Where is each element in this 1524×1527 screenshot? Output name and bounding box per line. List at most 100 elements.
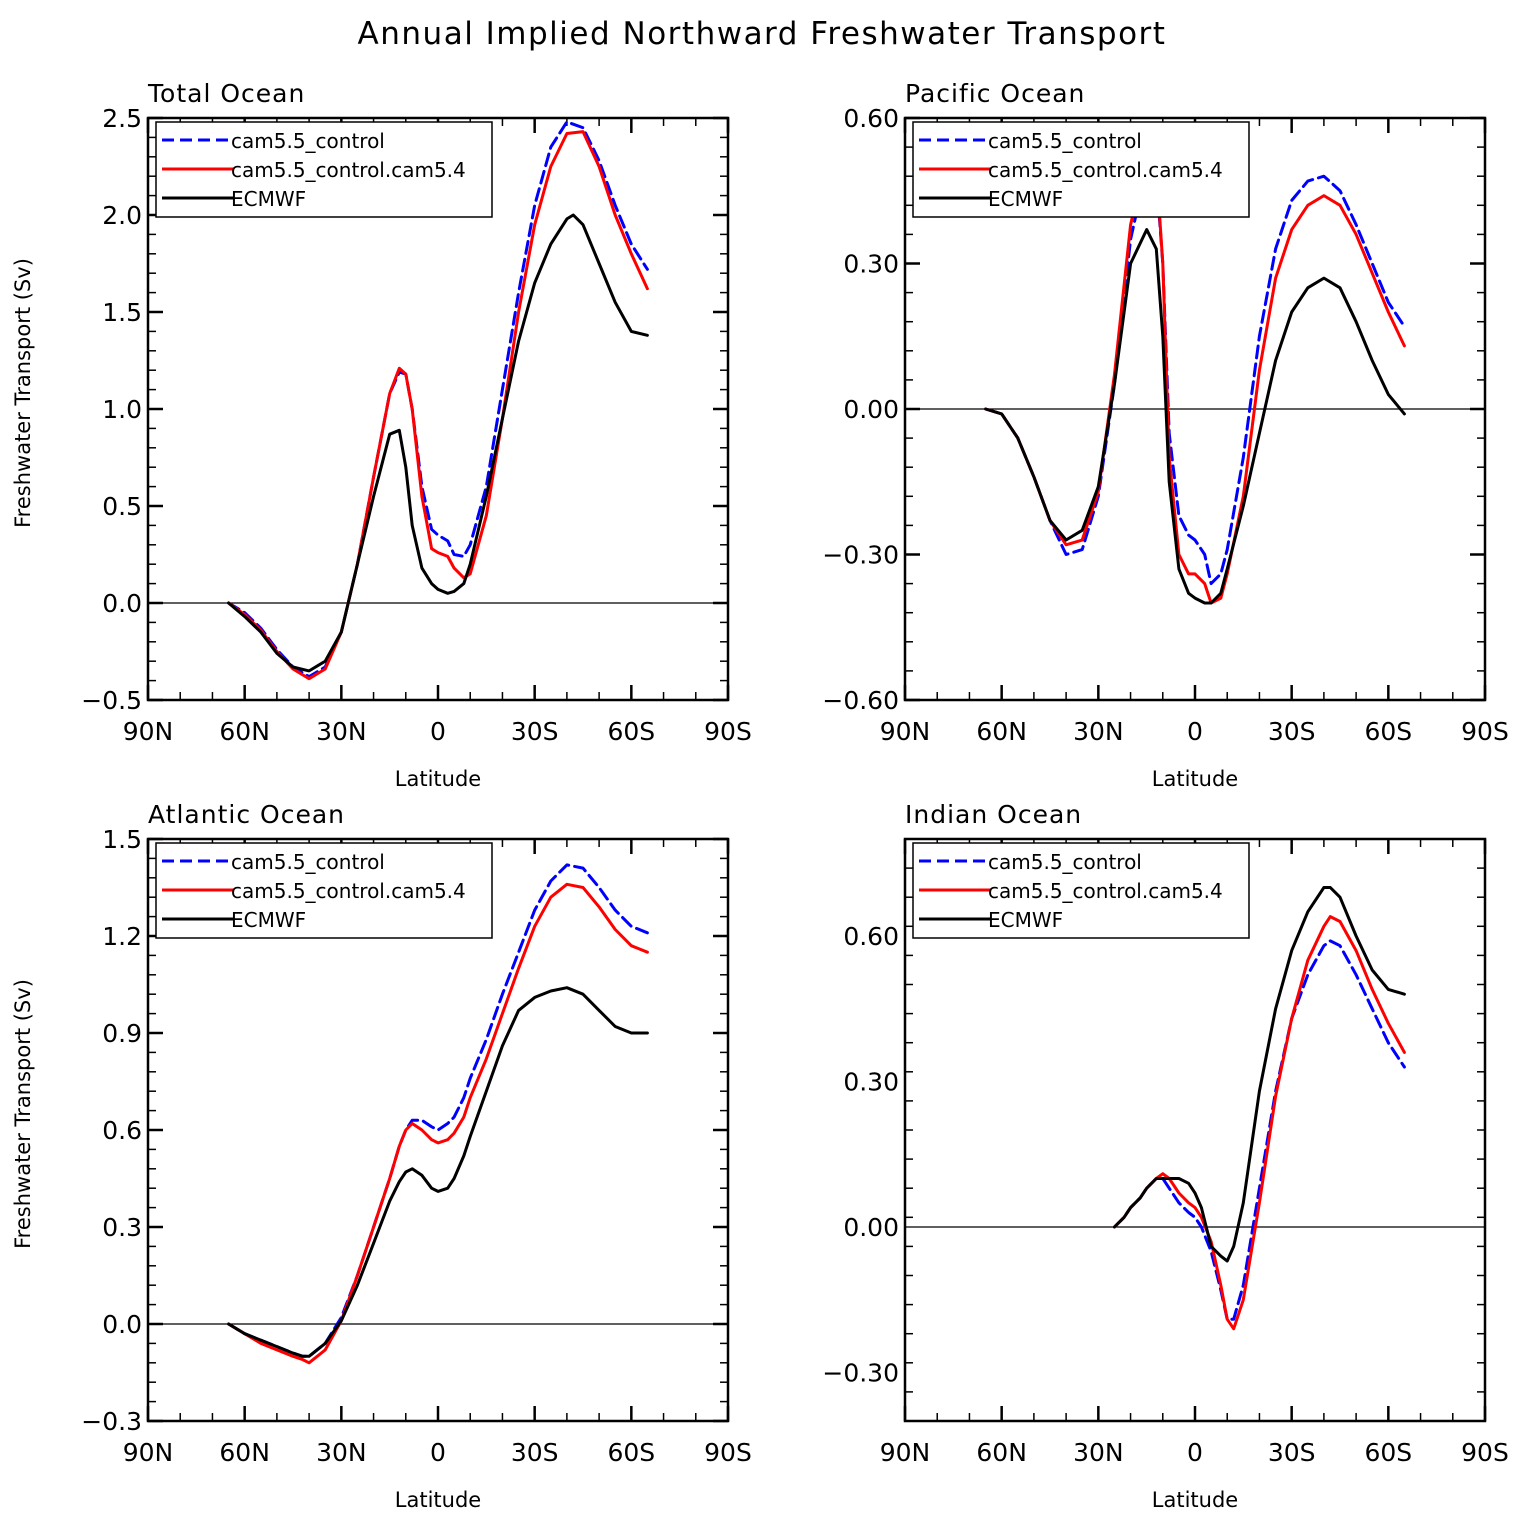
y-tick-label: 0.30: [843, 250, 899, 279]
y-tick-label: 1.2: [102, 922, 142, 951]
y-tick-label: 2.5: [102, 104, 142, 133]
x-tick-label: 30N: [316, 1438, 367, 1467]
series-line-cam5-5-control: [1112, 939, 1406, 1321]
legend-label: cam5.5_control: [231, 129, 385, 153]
x-tick-label: 90S: [704, 1438, 752, 1467]
x-tick-label: 90S: [704, 717, 752, 746]
y-tick-label: 1.5: [102, 298, 142, 327]
y-tick-label: 0.30: [843, 1068, 899, 1097]
series-line-cam5-5-control: [984, 165, 1406, 586]
legend-label: cam5.5_control.cam5.4: [988, 158, 1223, 182]
y-tick-label: 0.0: [102, 589, 142, 618]
panel-title: Pacific Ocean: [905, 79, 1085, 108]
y-tick-label: 1.0: [102, 395, 142, 424]
panel-title: Atlantic Ocean: [148, 800, 345, 829]
x-tick-label: 60N: [219, 717, 270, 746]
series-line-ecmwf: [227, 986, 649, 1358]
panel-total-ocean: Total Ocean 90N 60N 30N 0 30S 60S 90S −0.5 0.0 0.5…: [11, 79, 752, 791]
x-axis-label: Latitude: [395, 1488, 481, 1512]
y-tick-label: −0.60: [822, 686, 899, 715]
x-tick-label: 60S: [607, 717, 655, 746]
legend-label: ECMWF: [231, 187, 306, 211]
series-line-cam5-5-control-cam5-4: [227, 130, 649, 681]
y-tick-label: 0.9: [102, 1019, 142, 1048]
x-tick-label: 0: [1187, 717, 1203, 746]
y-tick-label: 0.3: [102, 1213, 142, 1242]
x-tick-label: 90N: [123, 717, 174, 746]
y-tick-label: 0.5: [102, 492, 142, 521]
series-group: [984, 155, 1406, 605]
series-line-cam5-5-control-cam5-4: [984, 155, 1406, 605]
panel-indian-ocean: Indian Ocean 90N 60N 30N 0 30S 60S 90S −0.30 0.00…: [822, 800, 1508, 1512]
plot-frame: [146, 116, 730, 702]
legend-label: cam5.5_control.cam5.4: [988, 879, 1223, 903]
y-tick-label: 0.00: [843, 1213, 899, 1242]
legend: cam5.5_control cam5.5_control.cam5.4 ECMWF: [912, 121, 1250, 218]
series-line-cam5-5-control-cam5-4: [1112, 915, 1406, 1331]
figure-title: Annual Implied Northward Freshwater Tran…: [358, 16, 1167, 52]
y-axis-label: Freshwater Transport (Sv): [11, 258, 35, 528]
y-tick-label: −0.3: [81, 1407, 142, 1436]
series-group: [227, 863, 649, 1365]
y-axis-label: Freshwater Transport (Sv): [11, 979, 35, 1249]
plot-frame: [146, 837, 730, 1423]
x-tick-label: 30N: [1073, 1438, 1124, 1467]
x-tick-label: 90N: [880, 1438, 931, 1467]
legend: cam5.5_control cam5.5_control.cam5.4 ECMWF: [155, 842, 493, 939]
series-line-cam5-5-control-cam5-4: [227, 882, 649, 1365]
panel-pacific-ocean: Pacific Ocean 90N 60N 30N 0 30S 60S 90S −0.60 −0.…: [822, 79, 1508, 791]
panel-title: Total Ocean: [147, 79, 305, 108]
x-tick-label: 30N: [1073, 717, 1124, 746]
x-axis-label: Latitude: [1152, 1488, 1238, 1512]
legend-label: cam5.5_control.cam5.4: [231, 158, 466, 182]
legend-label: cam5.5_control: [988, 129, 1142, 153]
x-tick-label: 90S: [1461, 717, 1509, 746]
x-tick-label: 30N: [316, 717, 367, 746]
x-tick-label: 90N: [880, 717, 931, 746]
panel-atlantic-ocean: Atlantic Ocean 90N 60N 30N 0 30S 60S 90S −0.3 0.0…: [11, 800, 752, 1512]
x-tick-label: 90N: [123, 1438, 174, 1467]
y-tick-label: 0.0: [102, 1310, 142, 1339]
legend-label: ECMWF: [988, 908, 1063, 932]
x-tick-label: 90S: [1461, 1438, 1509, 1467]
y-tick-label: 0.60: [843, 104, 899, 133]
y-tick-label: 2.0: [102, 201, 142, 230]
panels: Total Ocean 90N 60N 30N 0 30S 60S 90S −0.5 0.0 0.5…: [11, 79, 1509, 1512]
x-tick-label: 60S: [1364, 717, 1412, 746]
series-line-ecmwf: [1112, 886, 1406, 1263]
y-tick-label: 0.6: [102, 1116, 142, 1145]
series-group: [1112, 886, 1406, 1331]
x-tick-label: 0: [430, 717, 446, 746]
x-tick-label: 30S: [511, 1438, 559, 1467]
x-tick-label: 60S: [607, 1438, 655, 1467]
series-line-ecmwf: [227, 213, 649, 673]
legend-label: cam5.5_control: [231, 850, 385, 874]
x-tick-label: 0: [430, 1438, 446, 1467]
legend-label: ECMWF: [988, 187, 1063, 211]
x-tick-label: 0: [1187, 1438, 1203, 1467]
plot-frame: [903, 116, 1487, 702]
plot-frame: [903, 837, 1487, 1423]
legend: cam5.5_control cam5.5_control.cam5.4 ECMWF: [155, 121, 493, 218]
x-tick-label: 30S: [511, 717, 559, 746]
x-tick-label: 60S: [1364, 1438, 1412, 1467]
y-tick-label: 0.00: [843, 395, 899, 424]
x-tick-label: 60N: [976, 717, 1027, 746]
series-group: [227, 120, 649, 681]
x-tick-label: 30S: [1268, 1438, 1316, 1467]
x-axis-label: Latitude: [1152, 767, 1238, 791]
legend: cam5.5_control cam5.5_control.cam5.4 ECMWF: [912, 842, 1250, 939]
series-line-ecmwf: [984, 228, 1406, 605]
y-tick-label: −0.30: [822, 1359, 899, 1388]
series-line-cam5-5-control: [227, 120, 649, 679]
panel-title: Indian Ocean: [905, 800, 1082, 829]
y-tick-label: 0.60: [843, 922, 899, 951]
legend-label: cam5.5_control: [988, 850, 1142, 874]
x-tick-label: 60N: [976, 1438, 1027, 1467]
x-axis-label: Latitude: [395, 767, 481, 791]
legend-label: ECMWF: [231, 908, 306, 932]
x-tick-label: 30S: [1268, 717, 1316, 746]
legend-label: cam5.5_control.cam5.4: [231, 879, 466, 903]
y-tick-label: 1.5: [102, 825, 142, 854]
